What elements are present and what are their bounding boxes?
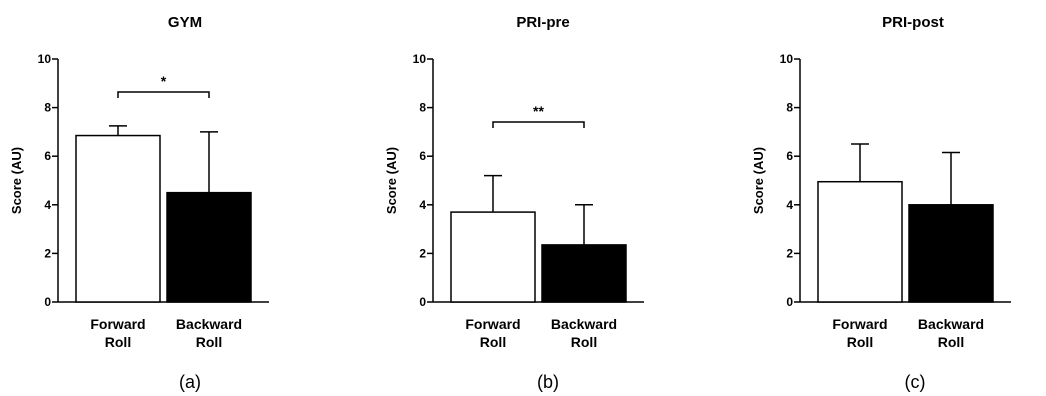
x-category-label: Backward xyxy=(551,316,617,332)
x-category-label: Roll xyxy=(480,334,506,350)
x-category-label: Roll xyxy=(571,334,597,350)
x-category-label: Roll xyxy=(847,334,873,350)
y-tick-label: 8 xyxy=(44,101,51,115)
y-tick-label: 0 xyxy=(44,295,51,309)
panel-label: (b) xyxy=(537,372,559,392)
y-tick-label: 10 xyxy=(38,52,52,66)
bar-forward-roll xyxy=(817,180,903,303)
x-category-label: Forward xyxy=(90,316,145,332)
x-category-label: Forward xyxy=(465,316,520,332)
x-category-label: Backward xyxy=(176,316,242,332)
y-tick-label: 4 xyxy=(786,198,793,212)
panel-label: (a) xyxy=(179,372,201,392)
bar-forward-roll xyxy=(75,134,161,303)
y-tick-label: 8 xyxy=(419,101,426,115)
significance-marker: ** xyxy=(533,103,544,119)
y-tick-label: 2 xyxy=(419,246,426,260)
chart-panel-3: PRI-post 0 2 4 6 8 10 Score (AU) Forward Roll Back… xyxy=(751,14,1011,392)
y-axis-label: Score (AU) xyxy=(9,147,24,214)
y-tick-label: 6 xyxy=(419,149,426,163)
chart-panel-2: PRI-pre 0 2 4 6 8 10 Score (AU) Forward Roll Backw… xyxy=(384,14,644,392)
y-tick-label: 10 xyxy=(413,52,427,66)
chart-panel-1: GYM 0 2 4 6 8 10 Score (AU) Forward Roll Backward R… xyxy=(9,14,269,392)
x-category-label: Roll xyxy=(196,334,222,350)
y-tick-label: 0 xyxy=(419,295,426,309)
x-category-label: Roll xyxy=(938,334,964,350)
y-tick-label: 10 xyxy=(780,52,794,66)
bar-forward-roll xyxy=(450,211,536,303)
significance-bracket xyxy=(117,91,210,98)
y-tick-label: 4 xyxy=(44,198,51,212)
x-category-label: Backward xyxy=(918,316,984,332)
chart-title: PRI-post xyxy=(882,14,944,31)
y-tick-label: 0 xyxy=(786,295,793,309)
bar-backward-roll xyxy=(541,244,627,303)
bar-backward-roll xyxy=(166,191,252,303)
significance-marker: * xyxy=(161,73,167,89)
y-tick-label: 8 xyxy=(786,101,793,115)
significance-bracket xyxy=(492,121,585,128)
bar-backward-roll xyxy=(908,204,994,303)
y-tick-label: 6 xyxy=(44,149,51,163)
panel-label: (c) xyxy=(905,372,926,392)
y-tick-label: 2 xyxy=(44,246,51,260)
x-category-label: Roll xyxy=(105,334,131,350)
chart-title: PRI-pre xyxy=(516,14,569,31)
y-tick-label: 4 xyxy=(419,198,426,212)
y-axis-label: Score (AU) xyxy=(751,147,766,214)
y-tick-label: 6 xyxy=(786,149,793,163)
x-category-label: Forward xyxy=(832,316,887,332)
chart-title: GYM xyxy=(168,14,202,31)
y-axis-label: Score (AU) xyxy=(384,147,399,214)
y-tick-label: 2 xyxy=(786,246,793,260)
